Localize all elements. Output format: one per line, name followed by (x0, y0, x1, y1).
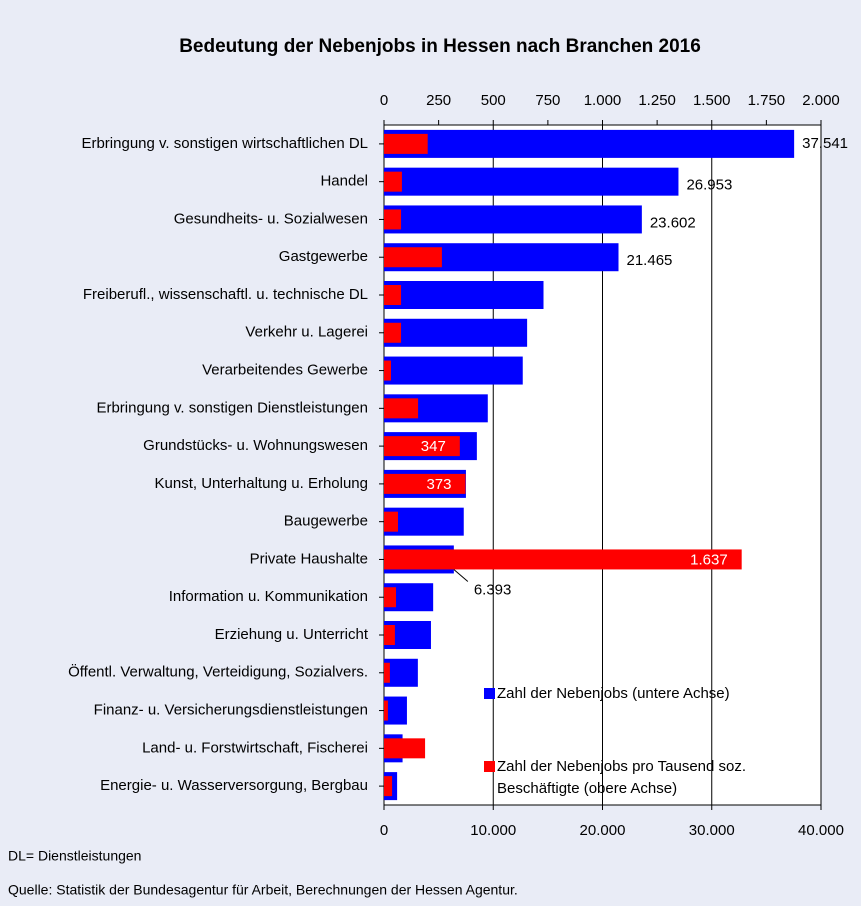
y-tick-label: Handel (320, 173, 368, 190)
x-tick-label: 10.000 (470, 822, 516, 839)
bar (384, 247, 442, 268)
bar (384, 398, 419, 419)
leader-line (453, 569, 469, 582)
chart-title: Bedeutung der Nebenjobs in Hessen nach B… (179, 36, 701, 57)
bar (384, 696, 407, 725)
data-label: 6.393 (474, 581, 512, 598)
data-label: 373 (426, 476, 451, 493)
bar (384, 473, 466, 494)
data-label: 23.602 (650, 214, 696, 231)
note: DL= Dienstleistungen (8, 848, 141, 864)
y-tick-label: Private Haushalte (250, 550, 368, 567)
bar (384, 167, 679, 196)
y-tick-label: Land- u. Forstwirtschaft, Fischerei (142, 739, 368, 756)
y-tick-label: Information u. Kommunikation (169, 588, 368, 605)
bar (384, 281, 544, 309)
data-label: 26.953 (686, 177, 732, 194)
x2-tick-label: 1.750 (748, 92, 786, 109)
bar (384, 322, 402, 343)
x2-tick-label: 500 (481, 92, 506, 109)
legend-label: Zahl der Nebenjobs pro Tausend soz. Besc… (497, 758, 747, 797)
x-tick-label: 0 (380, 822, 388, 839)
note: Quelle: Statistik der Bundesagentur für … (8, 882, 518, 898)
x2-tick-label: 1.500 (693, 92, 731, 109)
y-tick-label: Erziehung u. Unterricht (215, 626, 369, 643)
y-tick-label: Finanz- u. Versicherungsdienstleistungen (94, 702, 368, 719)
y-tick-label: Gastgewerbe (279, 248, 368, 265)
bar (384, 285, 402, 305)
bar (384, 625, 395, 645)
bar (384, 129, 795, 158)
data-label: 1.637 (690, 551, 728, 568)
x2-tick-label: 0 (380, 92, 388, 109)
bar (384, 549, 742, 570)
bar (384, 171, 402, 192)
legend-swatch (484, 761, 495, 772)
y-tick-label: Baugewerbe (284, 513, 368, 530)
bar (384, 205, 642, 234)
x2-tick-label: 1.000 (584, 92, 622, 109)
bar (384, 436, 460, 457)
y-tick-label: Kunst, Unterhaltung u. Erholung (155, 475, 368, 492)
y-tick-label: Erbringung v. sonstigen wirtschaftlichen… (81, 135, 368, 152)
legend-label: Zahl der Nebenjobs (untere Achse) (497, 685, 730, 702)
bar (384, 133, 428, 154)
legend-swatch (484, 688, 495, 699)
bar (384, 700, 388, 721)
bar (384, 318, 528, 347)
x2-tick-label: 250 (426, 92, 451, 109)
x-tick-label: 20.000 (580, 822, 626, 839)
bar (384, 209, 402, 230)
bar (384, 356, 523, 385)
x2-tick-label: 2.000 (802, 92, 840, 109)
y-tick-label: Energie- u. Wasserversorgung, Bergbau (100, 777, 368, 794)
y-tick-label: Verarbeitendes Gewerbe (202, 362, 368, 379)
y-tick-label: Freiberufl., wissenschaftl. u. technisch… (83, 286, 368, 303)
x2-tick-label: 1.250 (638, 92, 676, 109)
y-tick-label: Verkehr u. Lagerei (245, 324, 368, 341)
y-tick-label: Gesundheits- u. Sozialwesen (174, 210, 368, 227)
bar (384, 776, 393, 797)
data-label: 347 (421, 438, 446, 455)
bar (384, 511, 398, 532)
x-tick-label: 30.000 (689, 822, 735, 839)
y-tick-label: Erbringung v. sonstigen Dienstleistungen (96, 399, 368, 416)
bar (384, 662, 390, 683)
data-label: 37.541 (802, 135, 848, 152)
bar (384, 360, 391, 381)
bar (384, 738, 426, 759)
data-label: 21.465 (627, 252, 673, 269)
x-tick-label: 40.000 (798, 822, 844, 839)
x2-tick-label: 750 (535, 92, 560, 109)
y-tick-label: Öffentl. Verwaltung, Verteidigung, Sozia… (68, 663, 368, 681)
bar (384, 587, 397, 608)
y-tick-label: Grundstücks- u. Wohnungswesen (143, 437, 368, 454)
